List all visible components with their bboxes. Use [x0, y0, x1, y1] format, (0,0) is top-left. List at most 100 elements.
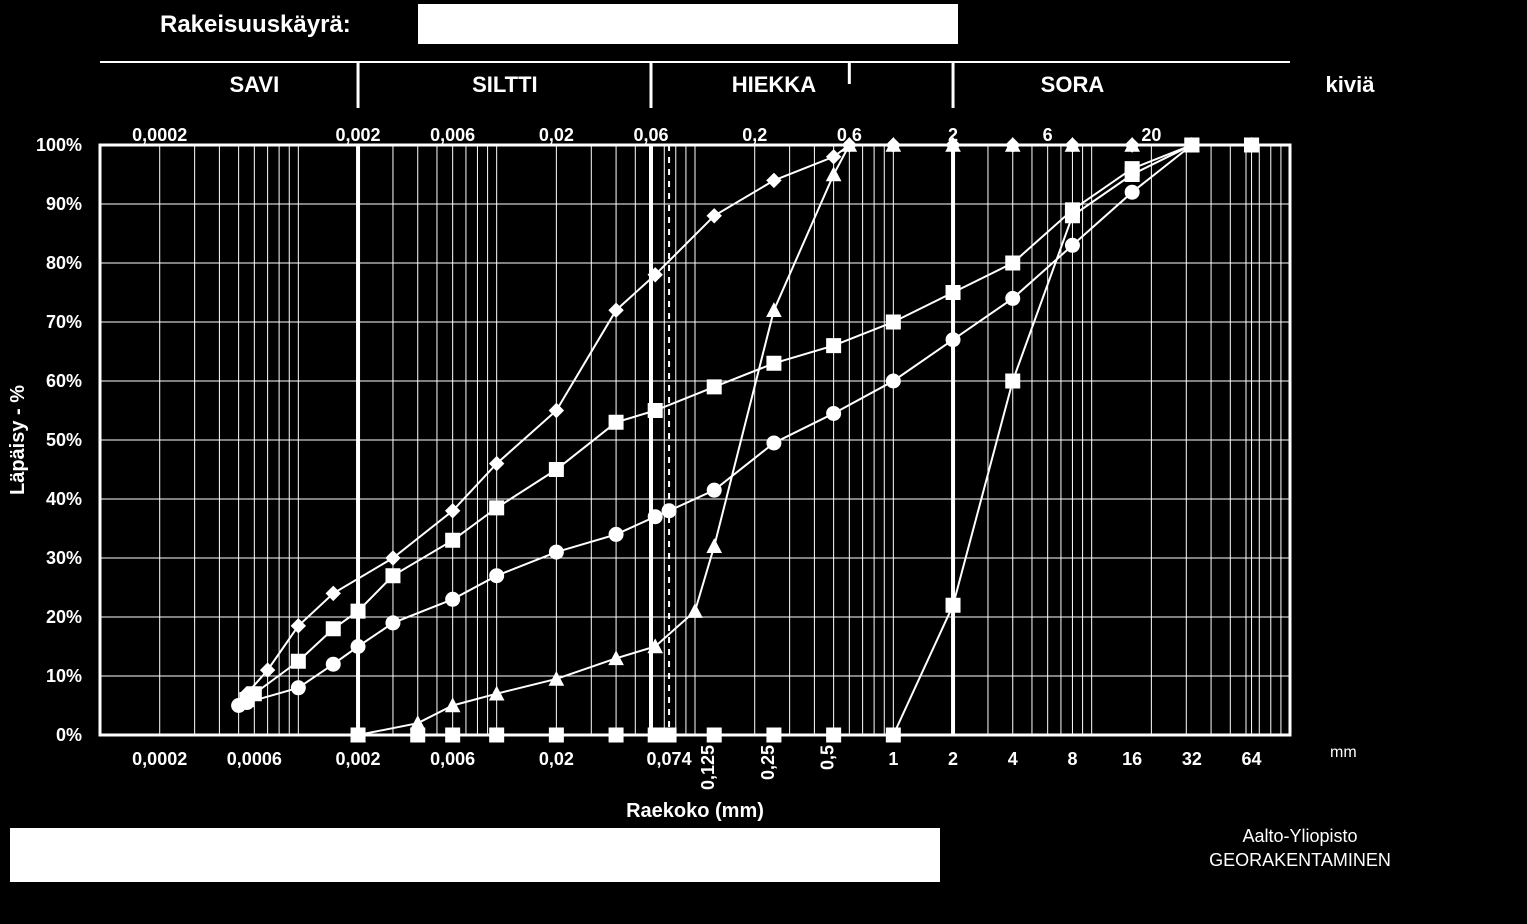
- y-tick-label: 100%: [36, 135, 82, 155]
- series-marker-square-lower: [1065, 209, 1079, 223]
- y-tick-label: 90%: [46, 194, 82, 214]
- series-marker-circle: [767, 436, 781, 450]
- bottom-x-label: 0,074: [647, 749, 692, 769]
- series-marker-square-lower: [1006, 374, 1020, 388]
- grain-size-chart: 0% 10% 20% 30% 40% 50% 60% 70% 80% 90% 100% SAVI SIL…: [0, 0, 1527, 924]
- series-marker-square-upper: [326, 622, 340, 636]
- y-tick-label: 60%: [46, 371, 82, 391]
- series-marker-square-lower: [648, 728, 662, 742]
- chart-title: Rakeisuuskäyrä:: [160, 11, 351, 38]
- series-marker-circle: [386, 616, 400, 630]
- bottom-x-label: 32: [1182, 749, 1202, 769]
- series-marker-circle: [886, 374, 900, 388]
- series-marker-square-lower: [351, 728, 365, 742]
- series-marker-square-upper: [767, 356, 781, 370]
- bottom-x-label: 8: [1067, 749, 1077, 769]
- region-label: SILTTI: [472, 72, 538, 97]
- series-marker-square-lower: [1125, 168, 1139, 182]
- bottom-x-label: 0,125: [698, 745, 718, 790]
- top-x-label: 0,006: [430, 125, 475, 145]
- series-marker-square-lower: [490, 728, 504, 742]
- top-x-label: 0,02: [539, 125, 574, 145]
- mm-label: mm: [1330, 744, 1357, 761]
- series-marker-circle: [648, 510, 662, 524]
- region-label: SAVI: [229, 72, 279, 97]
- series-marker-square-upper: [386, 569, 400, 583]
- series-marker-square-lower: [662, 728, 676, 742]
- series-marker-square-upper: [609, 415, 623, 429]
- series-marker-square-lower: [946, 598, 960, 612]
- series-marker-square-lower: [1185, 138, 1199, 152]
- bottom-x-label: 0,002: [336, 749, 381, 769]
- series-marker-square-upper: [549, 463, 563, 477]
- bottom-x-label: 0,5: [818, 745, 838, 770]
- series-marker-square-lower: [707, 728, 721, 742]
- y-tick-label: 50%: [46, 430, 82, 450]
- series-marker-square-lower: [886, 728, 900, 742]
- series-marker-square-lower: [549, 728, 563, 742]
- series-marker-square-upper: [1006, 256, 1020, 270]
- series-marker-square-upper: [946, 286, 960, 300]
- footer-line2: GEORAKENTAMINEN: [1209, 850, 1391, 870]
- series-marker-square-lower: [609, 728, 623, 742]
- y-tick-label: 80%: [46, 253, 82, 273]
- series-marker-square-upper: [351, 604, 365, 618]
- series-marker-circle: [827, 406, 841, 420]
- legend-white-box: [10, 828, 940, 882]
- series-marker-square-lower: [1245, 138, 1259, 152]
- bottom-x-label: 0,25: [758, 745, 778, 780]
- y-tick-label: 20%: [46, 607, 82, 627]
- bottom-x-label: 2: [948, 749, 958, 769]
- top-x-label: 0,2: [742, 125, 767, 145]
- title-white-box: [418, 4, 958, 44]
- bottom-x-label: 4: [1008, 749, 1018, 769]
- series-marker-square-upper: [446, 533, 460, 547]
- y-tick-label: 0%: [56, 725, 82, 745]
- series-marker-square-lower: [411, 728, 425, 742]
- series-marker-square-upper: [886, 315, 900, 329]
- series-marker-square-upper: [707, 380, 721, 394]
- series-marker-circle: [707, 483, 721, 497]
- y-tick-label: 70%: [46, 312, 82, 332]
- series-marker-circle: [946, 333, 960, 347]
- y-axis-label: Läpäisy - %: [7, 385, 29, 495]
- series-marker-circle: [549, 545, 563, 559]
- top-x-label: 6: [1043, 125, 1053, 145]
- kivia-label: kiviä: [1326, 72, 1376, 97]
- bottom-x-label: 16: [1122, 749, 1142, 769]
- series-marker-circle: [609, 527, 623, 541]
- series-marker-square-upper: [648, 404, 662, 418]
- bottom-x-label: 0,006: [430, 749, 475, 769]
- series-marker-square-lower: [827, 728, 841, 742]
- bottom-x-label: 0,02: [539, 749, 574, 769]
- top-x-label: 0,0002: [132, 125, 187, 145]
- top-x-label: 0,06: [633, 125, 668, 145]
- bottom-x-label: 1: [888, 749, 898, 769]
- series-marker-square-upper: [490, 501, 504, 515]
- series-marker-circle: [291, 681, 305, 695]
- series-marker-square-lower: [446, 728, 460, 742]
- series-marker-square-upper: [291, 654, 305, 668]
- y-tick-label: 30%: [46, 548, 82, 568]
- region-label: SORA: [1041, 72, 1105, 97]
- series-marker-square-lower: [767, 728, 781, 742]
- y-tick-label: 10%: [46, 666, 82, 686]
- bottom-x-label: 64: [1242, 749, 1262, 769]
- bottom-x-label: 0,0006: [227, 749, 282, 769]
- series-marker-circle: [326, 657, 340, 671]
- series-marker-circle: [490, 569, 504, 583]
- bottom-x-label: 0,0002: [132, 749, 187, 769]
- series-marker-circle: [240, 696, 254, 710]
- series-marker-circle: [662, 504, 676, 518]
- x-axis-label: Raekoko (mm): [626, 800, 764, 822]
- series-marker-circle: [446, 592, 460, 606]
- top-x-label: 20: [1141, 125, 1161, 145]
- region-label: HIEKKA: [732, 72, 816, 97]
- series-marker-circle: [1125, 185, 1139, 199]
- series-marker-circle: [351, 640, 365, 654]
- y-tick-label: 40%: [46, 489, 82, 509]
- series-marker-circle: [1006, 291, 1020, 305]
- series-marker-circle: [1065, 238, 1079, 252]
- footer-line1: Aalto-Yliopisto: [1242, 826, 1357, 846]
- series-marker-square-upper: [827, 339, 841, 353]
